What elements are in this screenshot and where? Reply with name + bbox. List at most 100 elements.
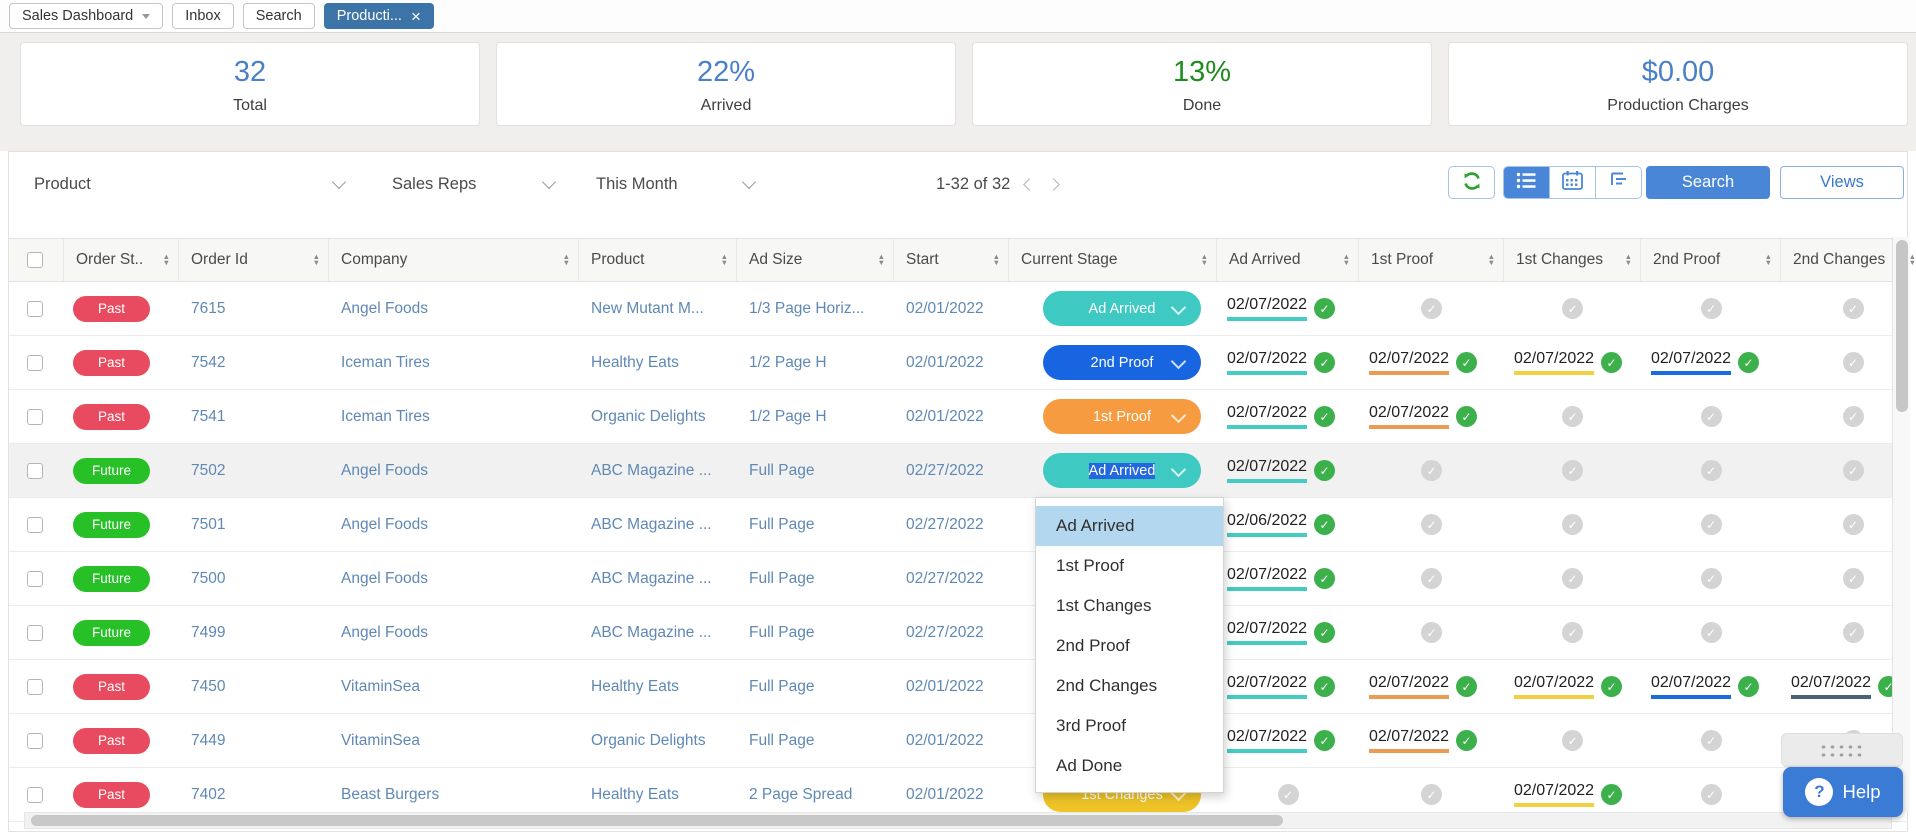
- order-id[interactable]: 7541: [191, 407, 226, 425]
- stage-date-cell[interactable]: 02/07/2022: [1359, 660, 1504, 713]
- stage-date-cell[interactable]: [1641, 606, 1781, 659]
- stage-date-cell[interactable]: [1359, 606, 1504, 659]
- sales-reps-filter-select[interactable]: Sales Reps: [392, 169, 557, 199]
- tab-sales-dashboard[interactable]: Sales Dashboard: [9, 3, 164, 29]
- row-checkbox[interactable]: [27, 300, 43, 317]
- column-header-2nd-changes[interactable]: 2nd Changes: [1781, 239, 1916, 281]
- column-header-ad-size[interactable]: Ad Size: [737, 239, 894, 281]
- row-checkbox[interactable]: [27, 624, 43, 641]
- previous-page-icon[interactable]: [1023, 177, 1037, 191]
- stage-pill-button[interactable]: Ad Arrived: [1043, 291, 1201, 326]
- column-header-start[interactable]: Start: [894, 239, 1009, 281]
- stage-date-cell[interactable]: [1504, 390, 1641, 443]
- refresh-button[interactable]: [1448, 166, 1495, 199]
- stage-date-cell[interactable]: [1504, 714, 1641, 767]
- stage-date-cell[interactable]: [1359, 498, 1504, 551]
- row-checkbox[interactable]: [27, 516, 43, 533]
- stage-date-cell[interactable]: [1641, 552, 1781, 605]
- column-header-1st-changes[interactable]: 1st Changes: [1504, 239, 1641, 281]
- select-all-checkbox[interactable]: [27, 252, 43, 268]
- stage-pill-button[interactable]: 1st Proof: [1043, 399, 1201, 434]
- stage-date-cell[interactable]: [1641, 714, 1781, 767]
- order-id[interactable]: 7501: [191, 515, 226, 533]
- dropdown-option-2nd-proof[interactable]: 2nd Proof: [1056, 636, 1130, 655]
- stage-date-cell[interactable]: [1781, 336, 1907, 389]
- order-id[interactable]: 7615: [191, 299, 226, 317]
- dropdown-option-1st-proof[interactable]: 1st Proof: [1056, 556, 1125, 575]
- order-id[interactable]: 7500: [191, 569, 226, 587]
- stage-date-cell[interactable]: [1641, 282, 1781, 335]
- calendar-view-button[interactable]: [1549, 167, 1595, 198]
- stage-date-cell[interactable]: [1641, 768, 1781, 821]
- stage-date-cell[interactable]: [1359, 444, 1504, 497]
- stage-date-cell[interactable]: [1359, 552, 1504, 605]
- next-page-icon[interactable]: [1047, 177, 1061, 191]
- stage-date-cell[interactable]: [1504, 498, 1641, 551]
- row-checkbox[interactable]: [27, 354, 43, 371]
- stage-date-cell[interactable]: 02/07/2022: [1359, 390, 1504, 443]
- stage-date-cell[interactable]: [1641, 390, 1781, 443]
- order-id[interactable]: 7502: [191, 461, 226, 479]
- column-header-ad-arrived[interactable]: Ad Arrived: [1217, 239, 1359, 281]
- dropdown-option-ad-done[interactable]: Ad Done: [1056, 756, 1123, 775]
- stage-date-cell[interactable]: [1504, 282, 1641, 335]
- search-button[interactable]: Search: [1646, 166, 1770, 199]
- views-button[interactable]: Views: [1780, 166, 1904, 199]
- stage-date-cell[interactable]: 02/07/2022: [1217, 660, 1359, 713]
- dropdown-option-1st-changes[interactable]: 1st Changes: [1056, 596, 1152, 615]
- dropdown-option-2nd-changes[interactable]: 2nd Changes: [1056, 676, 1158, 695]
- dropdown-option-ad-arrived[interactable]: Ad Arrived: [1036, 506, 1223, 546]
- list-view-button[interactable]: [1504, 167, 1549, 198]
- row-checkbox[interactable]: [27, 786, 43, 803]
- product-filter-select[interactable]: Product: [34, 169, 347, 199]
- row-checkbox[interactable]: [27, 732, 43, 749]
- column-header-order-id[interactable]: Order Id: [179, 239, 329, 281]
- period-filter-select[interactable]: This Month: [596, 169, 757, 199]
- stage-date-cell[interactable]: 02/07/2022: [1641, 336, 1781, 389]
- stage-date-cell[interactable]: 02/07/2022: [1504, 660, 1641, 713]
- tab-search[interactable]: Search: [242, 3, 315, 29]
- stage-date-cell[interactable]: [1781, 444, 1907, 497]
- stage-date-cell[interactable]: 02/07/2022: [1217, 444, 1359, 497]
- stage-date-cell[interactable]: [1781, 552, 1907, 605]
- stage-date-cell[interactable]: 02/06/2022: [1217, 498, 1359, 551]
- stage-date-cell[interactable]: 02/07/2022: [1359, 714, 1504, 767]
- order-id[interactable]: 7499: [191, 623, 226, 641]
- column-header-company[interactable]: Company: [329, 239, 579, 281]
- help-drag-handle[interactable]: [1781, 733, 1903, 767]
- tab-inbox[interactable]: Inbox: [172, 3, 234, 29]
- row-checkbox[interactable]: [27, 408, 43, 425]
- stage-date-cell[interactable]: [1641, 444, 1781, 497]
- close-icon[interactable]: ×: [410, 6, 421, 26]
- stage-date-cell[interactable]: [1504, 606, 1641, 659]
- column-header-current-stage[interactable]: Current Stage: [1009, 239, 1217, 281]
- column-header-order-st[interactable]: Order St..: [64, 239, 179, 281]
- stage-date-cell[interactable]: [1504, 444, 1641, 497]
- stage-date-cell[interactable]: [1504, 552, 1641, 605]
- stage-date-cell[interactable]: 02/07/2022: [1217, 714, 1359, 767]
- order-id[interactable]: 7542: [191, 353, 226, 371]
- stage-date-cell[interactable]: 02/07/2022: [1217, 336, 1359, 389]
- order-id[interactable]: 7450: [191, 677, 226, 695]
- stage-date-cell[interactable]: [1641, 498, 1781, 551]
- help-button[interactable]: Help: [1783, 767, 1903, 817]
- row-checkbox[interactable]: [27, 678, 43, 695]
- stage-date-cell[interactable]: [1217, 768, 1359, 821]
- stage-date-cell[interactable]: 02/07/2022: [1217, 282, 1359, 335]
- column-header-2nd-proof[interactable]: 2nd Proof: [1641, 239, 1781, 281]
- stage-pill-button[interactable]: 2nd Proof: [1043, 345, 1201, 380]
- stage-date-cell[interactable]: [1781, 498, 1907, 551]
- row-checkbox[interactable]: [27, 462, 43, 479]
- row-checkbox[interactable]: [27, 570, 43, 587]
- order-id[interactable]: 7449: [191, 731, 226, 749]
- horizontal-scrollbar[interactable]: [24, 812, 1892, 829]
- stage-date-cell[interactable]: 02/07/2022: [1217, 390, 1359, 443]
- stage-date-cell[interactable]: [1359, 768, 1504, 821]
- stage-date-cell[interactable]: [1781, 282, 1907, 335]
- stage-date-cell[interactable]: 02/07/2022: [1781, 660, 1907, 713]
- column-header-1st-proof[interactable]: 1st Proof: [1359, 239, 1504, 281]
- stage-date-cell[interactable]: 02/07/2022: [1504, 336, 1641, 389]
- column-header-product[interactable]: Product: [579, 239, 737, 281]
- tree-view-button[interactable]: [1595, 167, 1641, 198]
- vertical-scrollbar[interactable]: [1892, 237, 1910, 812]
